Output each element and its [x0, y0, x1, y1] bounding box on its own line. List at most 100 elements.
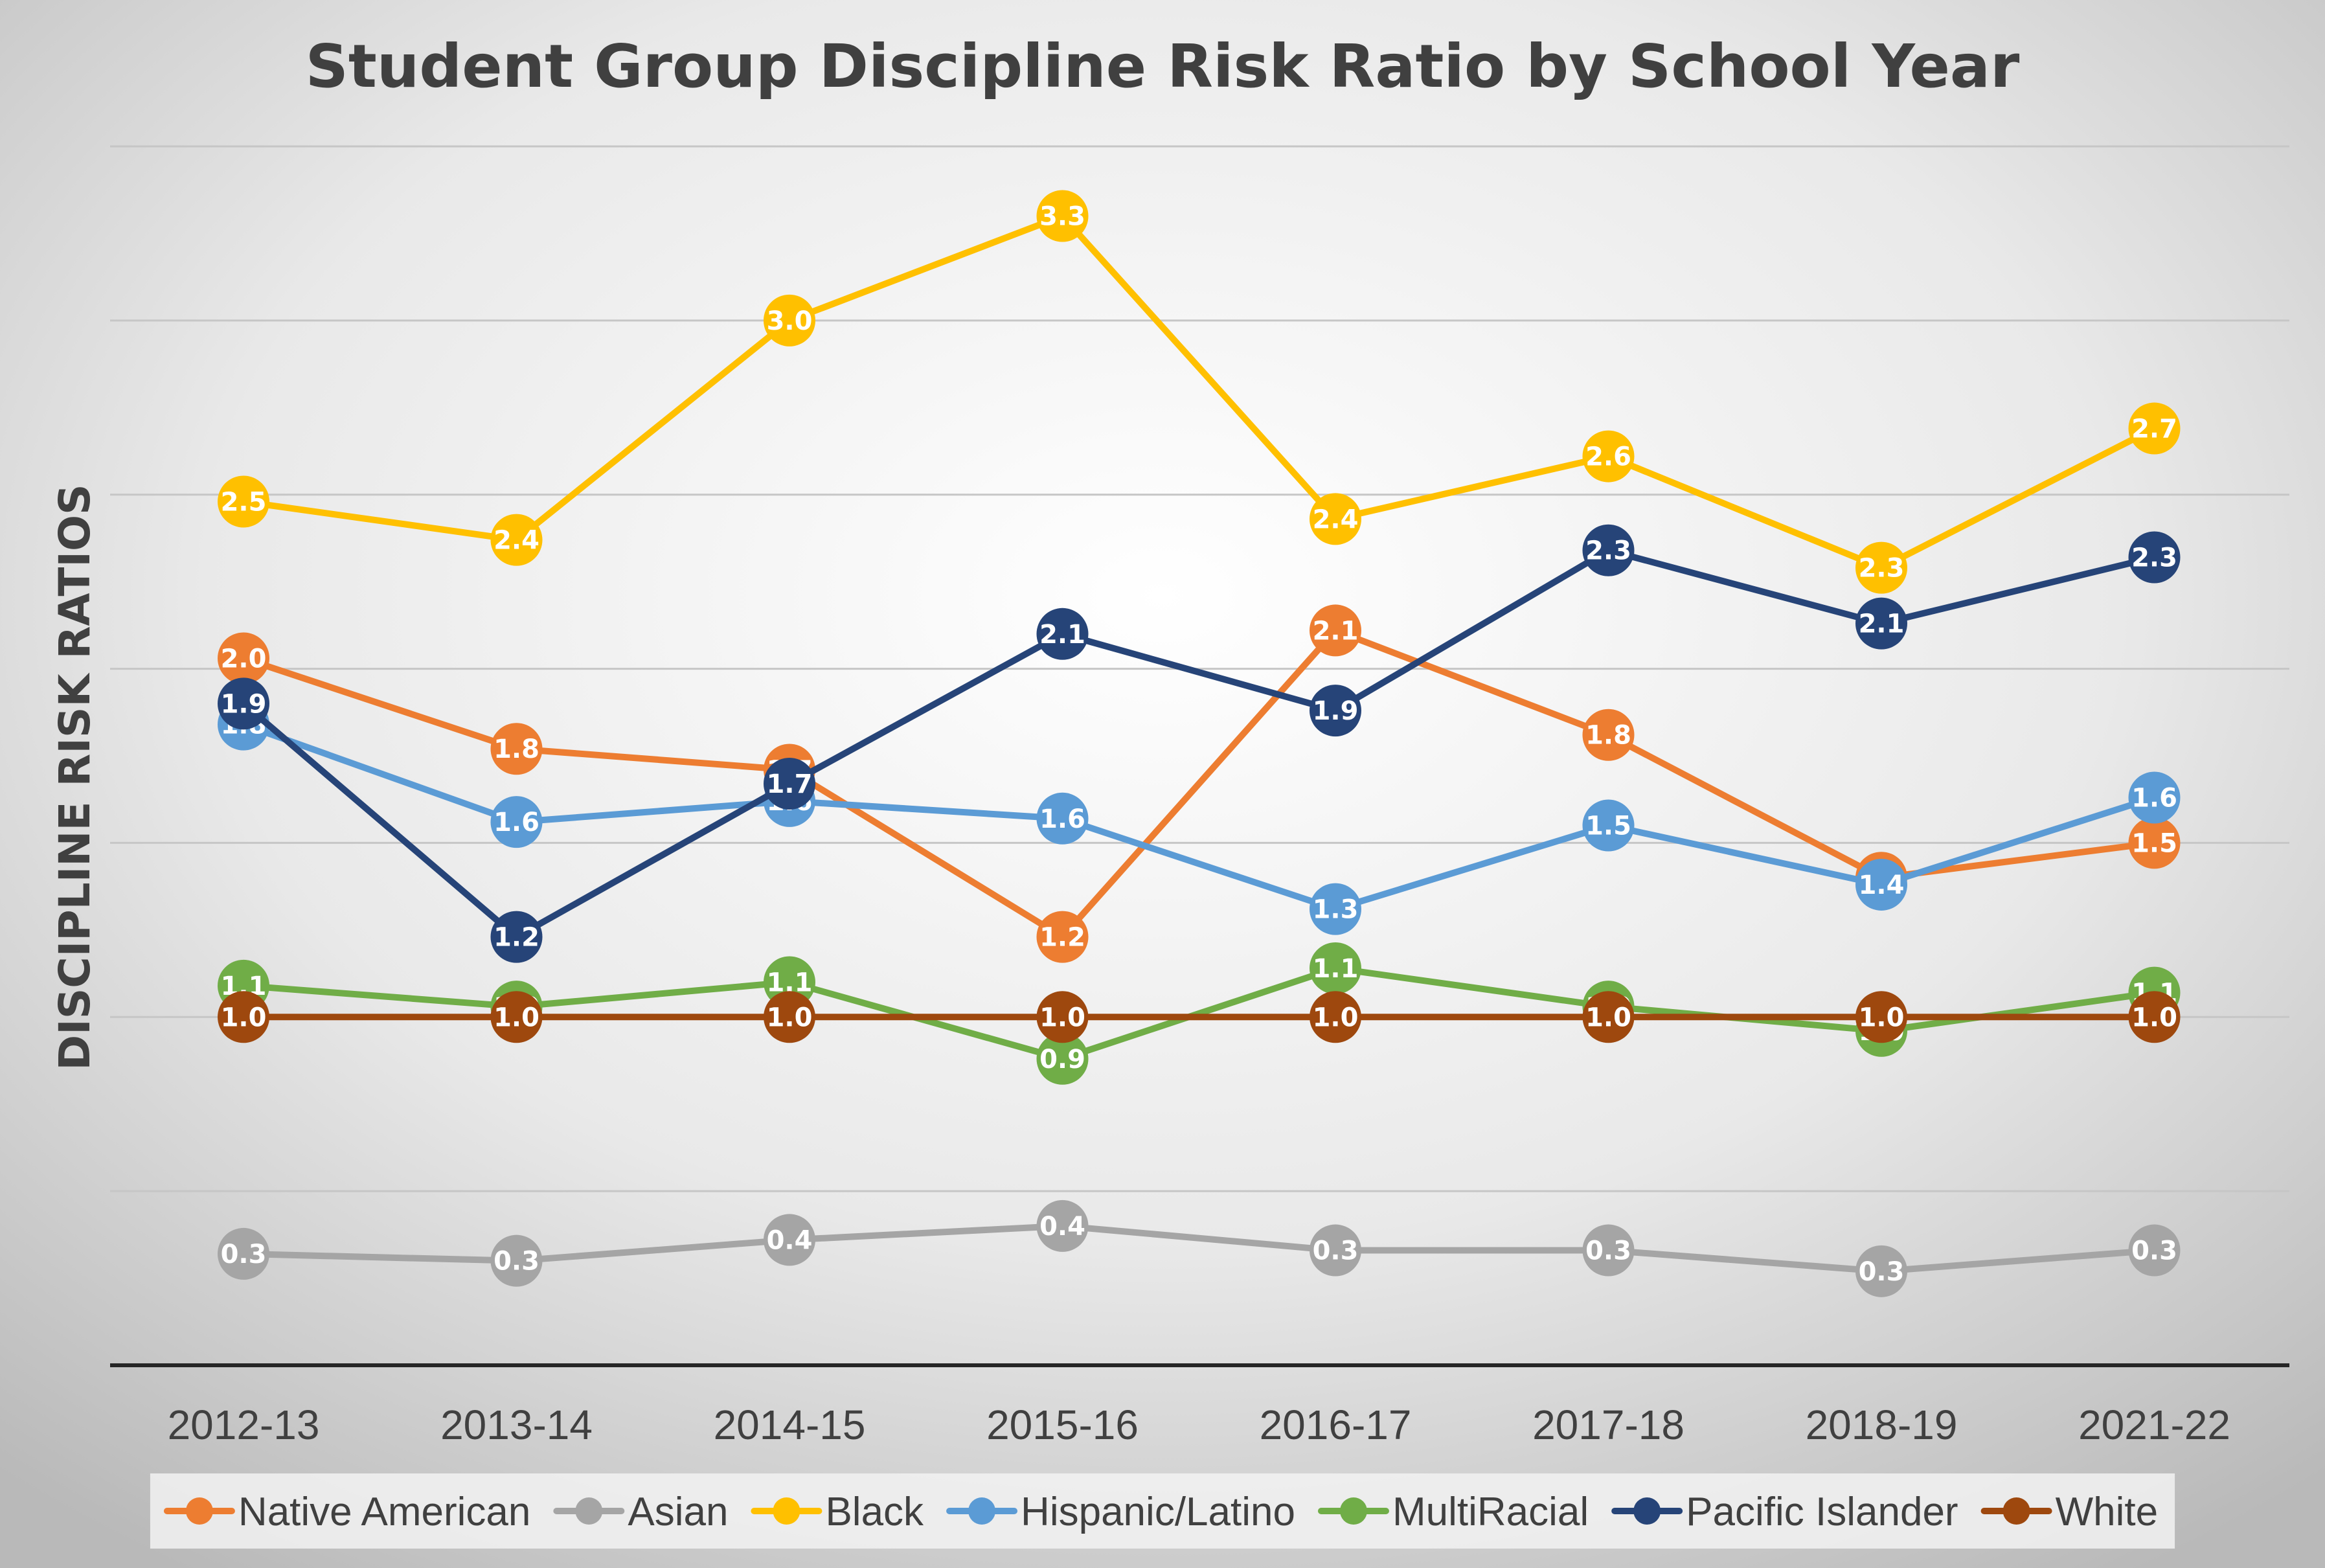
- data-point-marker: [490, 514, 543, 566]
- data-point-marker: [1855, 541, 1907, 594]
- data-point-marker: [218, 632, 269, 685]
- data-label: 0.3: [493, 1247, 539, 1277]
- data-point-marker: [2128, 817, 2181, 869]
- series-line: [240, 212, 2158, 571]
- data-point-marker: [1310, 883, 1361, 935]
- legend-label: Black: [825, 1490, 924, 1534]
- legend-item-white: White: [1980, 1490, 2158, 1534]
- data-point-marker: [1036, 608, 1089, 660]
- data-point-marker: [764, 758, 815, 810]
- legend-item-asian: Asian: [553, 1490, 728, 1534]
- x-tick-label: 2017-18: [1532, 1402, 1684, 1448]
- data-point-marker: [1310, 991, 1361, 1043]
- data-label: 1.0: [1039, 1003, 1085, 1032]
- series-layer: 2.01.81.71.22.11.81.41.50.30.30.40.40.30…: [218, 190, 2181, 1297]
- data-label: 1.8: [1585, 721, 1631, 751]
- data-label: 1.0: [767, 1003, 813, 1032]
- data-point-marker: [2128, 531, 2181, 584]
- data-label: 0.3: [221, 1240, 267, 1269]
- data-label: 0.3: [1585, 1236, 1631, 1266]
- data-point-marker: [1036, 1032, 1089, 1085]
- x-tick-label: 2021-22: [2078, 1402, 2230, 1448]
- data-point-marker: [1582, 991, 1635, 1043]
- data-point-marker: [2128, 771, 2181, 824]
- data-label: 1.0: [1585, 1003, 1631, 1032]
- legend-label: MultiRacial: [1392, 1490, 1589, 1534]
- data-point-marker: [1855, 597, 1907, 650]
- data-label: 0.4: [1039, 1212, 1085, 1242]
- series-pacific-islander: 1.9 1.2 1.7 2.1 1.9 2.3 2.1 2.3: [218, 524, 2181, 963]
- data-point-marker: [1310, 493, 1361, 545]
- legend-swatch-marker: [1339, 1497, 1367, 1525]
- data-label: 2.4: [1313, 505, 1359, 534]
- data-label: 1.7: [767, 769, 813, 799]
- data-label: 0.3: [2131, 1236, 2177, 1266]
- data-label: 1.9: [221, 689, 267, 719]
- series-line: [240, 627, 2158, 940]
- legend-swatch-marker: [575, 1497, 603, 1525]
- data-label: 2.1: [1859, 609, 1905, 639]
- data-label: 1.0: [493, 1003, 539, 1032]
- data-point-marker: [1036, 1199, 1089, 1252]
- legend-swatch-marker: [185, 1497, 213, 1525]
- data-label: 2.3: [1585, 536, 1631, 566]
- data-point-marker: [490, 911, 543, 963]
- data-point-marker: [764, 294, 815, 347]
- data-label: 3.3: [1039, 202, 1085, 232]
- legend-label: Pacific Islander: [1686, 1490, 1958, 1534]
- data-label: 1.6: [2131, 784, 2177, 813]
- series-line: [240, 965, 2158, 1062]
- data-label: 1.4: [1859, 870, 1905, 900]
- data-label: 2.4: [493, 526, 539, 556]
- data-point-marker: [1310, 942, 1361, 995]
- legend: Native American Asian Black Hispanic/Latino…: [150, 1473, 2175, 1549]
- data-point-marker: [2128, 991, 2181, 1043]
- data-label: 2.3: [2131, 543, 2177, 573]
- series-white: 1.0 1.0 1.0 1.0 1.0 1.0 1.0 1.0: [218, 991, 2181, 1043]
- legend-item-hispanic-latino: Hispanic/Latino: [946, 1490, 1295, 1534]
- legend-swatch-marker: [968, 1497, 996, 1525]
- data-label: 1.6: [1039, 804, 1085, 834]
- data-point-marker: [1310, 604, 1361, 657]
- data-label: 1.0: [221, 1003, 267, 1032]
- data-label: 1.0: [1859, 1003, 1905, 1032]
- data-label: 2.5: [221, 487, 267, 517]
- legend-swatch-marker: [2002, 1497, 2030, 1525]
- data-point-marker: [1582, 1224, 1635, 1277]
- x-axis-tick-labels: 2012-13 2013-14 2014-15 2015-16 2016-17 2017-…: [168, 1402, 2230, 1448]
- data-label: 0.3: [1859, 1257, 1905, 1287]
- y-axis-label: DISCIPLINE RISK RATIOS: [50, 484, 100, 1070]
- data-point-marker: [2128, 402, 2181, 455]
- data-point-marker: [490, 796, 543, 848]
- series-black: 2.5 2.4 3.0 3.3 2.4 2.6 2.3 2.7: [218, 190, 2181, 594]
- data-point-marker: [218, 677, 269, 730]
- legend-label: Asian: [628, 1490, 728, 1534]
- data-point-marker: [1855, 1245, 1907, 1297]
- data-label: 2.7: [2131, 415, 2177, 444]
- data-label: 1.2: [493, 923, 539, 953]
- series-line: [240, 547, 2158, 940]
- series-line: [240, 1222, 2158, 1275]
- legend-background: [150, 1473, 2175, 1549]
- x-tick-label: 2016-17: [1260, 1402, 1412, 1448]
- data-point-marker: [1036, 792, 1089, 845]
- data-point-marker: [1855, 991, 1907, 1043]
- data-label: 2.1: [1039, 620, 1085, 650]
- x-tick-label: 2015-16: [986, 1402, 1139, 1448]
- data-point-marker: [1310, 685, 1361, 737]
- data-label: 3.0: [767, 306, 813, 336]
- series-line: [240, 721, 2158, 913]
- x-tick-label: 2014-15: [714, 1402, 866, 1448]
- legend-item-multiracial: MultiRacial: [1317, 1490, 1589, 1534]
- x-tick-label: 2012-13: [168, 1402, 320, 1448]
- data-point-marker: [490, 991, 543, 1043]
- data-point-marker: [1036, 991, 1089, 1043]
- data-point-marker: [218, 1227, 269, 1280]
- legend-item-black: Black: [751, 1490, 924, 1534]
- data-label: 1.6: [493, 808, 539, 837]
- legend-swatch-marker: [773, 1497, 800, 1525]
- data-point-marker: [2128, 1224, 2181, 1277]
- data-point-marker: [218, 991, 269, 1043]
